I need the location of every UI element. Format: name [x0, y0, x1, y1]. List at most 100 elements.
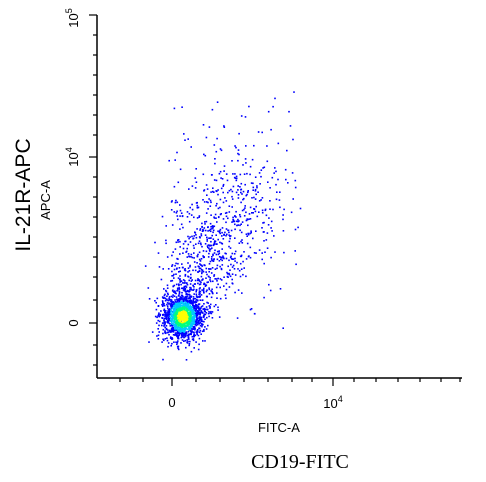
- event-dot: [209, 199, 212, 202]
- event-dot: [245, 194, 247, 197]
- event-dot: [172, 309, 175, 311]
- event-dot: [291, 172, 294, 174]
- event-dot: [232, 219, 235, 221]
- event-dot: [179, 305, 181, 308]
- event-dot: [183, 300, 186, 303]
- event-dot: [203, 283, 205, 286]
- event-dot: [209, 280, 212, 283]
- event-dot: [170, 331, 172, 333]
- event-dot: [200, 311, 203, 313]
- event-dot: [179, 330, 181, 333]
- event-dot: [246, 193, 248, 196]
- event-dot: [203, 303, 205, 305]
- event-dot: [195, 234, 197, 236]
- event-dot: [162, 301, 164, 303]
- event-dot: [177, 347, 179, 349]
- event-dot: [188, 326, 191, 328]
- event-dot: [185, 305, 187, 308]
- event-dot: [261, 252, 263, 254]
- event-dot: [210, 296, 213, 299]
- event-dot: [221, 264, 224, 266]
- event-dot: [200, 333, 202, 335]
- event-dot: [207, 281, 209, 283]
- event-dot: [225, 228, 228, 230]
- event-dot: [226, 179, 229, 182]
- event-dot: [199, 319, 201, 321]
- event-dot: [211, 288, 213, 291]
- event-dot: [207, 208, 209, 210]
- event-dot: [287, 182, 289, 184]
- event-dot: [176, 341, 179, 344]
- event-dot: [174, 332, 177, 334]
- event-dot: [190, 308, 192, 311]
- event-dot: [168, 333, 170, 336]
- event-dot: [174, 309, 176, 312]
- event-dot: [184, 280, 186, 282]
- event-dot: [189, 236, 191, 238]
- event-dot: [167, 320, 170, 323]
- event-dot: [200, 275, 203, 278]
- event-dot: [176, 312, 178, 315]
- event-dot: [216, 280, 218, 282]
- event-dot: [211, 234, 213, 237]
- event-dot: [195, 293, 198, 296]
- event-dot: [158, 320, 161, 323]
- event-dot: [184, 299, 186, 301]
- event-dot: [270, 128, 272, 131]
- event-dot: [171, 264, 174, 266]
- event-dot: [209, 248, 212, 250]
- event-dot: [207, 256, 210, 258]
- event-dot: [160, 278, 163, 281]
- event-dot: [193, 322, 196, 324]
- event-dot: [191, 311, 193, 314]
- event-dot: [177, 323, 180, 325]
- event-dot: [164, 293, 166, 296]
- event-dot: [163, 309, 165, 312]
- event-dot: [191, 317, 193, 319]
- event-dot: [186, 289, 189, 292]
- event-dot: [202, 250, 205, 252]
- event-dot: [274, 97, 276, 100]
- event-dot: [166, 292, 169, 295]
- event-dot: [192, 298, 195, 300]
- event-dot: [190, 295, 193, 298]
- event-dot: [253, 144, 255, 147]
- event-dot: [156, 335, 158, 337]
- event-dot: [212, 260, 215, 262]
- event-dot: [295, 263, 297, 266]
- event-dot: [197, 206, 200, 209]
- event-dots: [144, 91, 302, 361]
- event-dot: [168, 302, 170, 305]
- event-dot: [206, 316, 208, 319]
- event-dot: [168, 159, 170, 162]
- event-dot: [209, 279, 211, 281]
- event-dot: [198, 267, 201, 270]
- event-dot: [215, 150, 218, 153]
- event-dot: [203, 256, 205, 258]
- event-dot: [182, 226, 184, 229]
- event-dot: [181, 321, 184, 324]
- event-dot: [241, 221, 244, 223]
- event-dot: [174, 311, 177, 313]
- event-dot: [190, 305, 192, 308]
- event-dot: [183, 307, 186, 309]
- event-dot: [174, 326, 177, 329]
- event-dot: [191, 319, 193, 322]
- event-dot: [228, 240, 231, 243]
- event-dot: [147, 287, 150, 289]
- event-dot: [164, 299, 167, 302]
- event-dot: [157, 328, 159, 330]
- event-dot: [165, 317, 167, 319]
- event-dot: [169, 331, 171, 333]
- y-tick-label-1e5-exp: 5: [64, 8, 74, 13]
- event-dot: [172, 291, 175, 293]
- event-dot: [199, 242, 202, 244]
- event-dot: [187, 275, 189, 278]
- event-dot: [192, 300, 195, 303]
- event-dot: [182, 299, 185, 302]
- event-dot: [176, 210, 178, 213]
- event-dot: [206, 245, 209, 247]
- x-axis-ticks: [119, 378, 461, 386]
- event-dot: [187, 271, 189, 273]
